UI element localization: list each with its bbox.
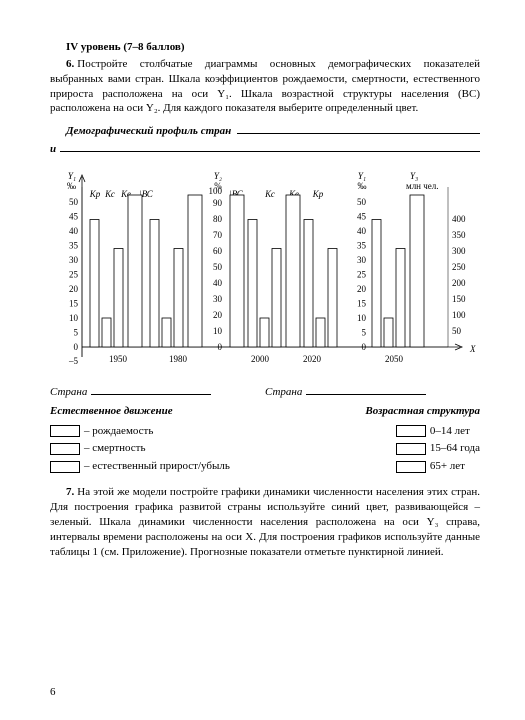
- svg-text:20: 20: [357, 284, 367, 294]
- svg-text:25: 25: [69, 269, 79, 279]
- svg-text:30: 30: [69, 255, 79, 265]
- svg-text:200: 200: [452, 278, 466, 288]
- svg-text:0: 0: [218, 342, 223, 352]
- legend-age3: 65+ лет: [430, 460, 465, 472]
- age-structure-heading: Возрастная структура: [365, 404, 480, 419]
- country-blank-1[interactable]: [91, 385, 211, 395]
- legend-box-death: [50, 443, 80, 455]
- svg-text:1950: 1950: [109, 354, 128, 364]
- svg-text:60: 60: [213, 246, 223, 256]
- svg-text:25: 25: [357, 269, 367, 279]
- svg-text:90: 90: [213, 198, 223, 208]
- legend-box-birth: [50, 425, 80, 437]
- svg-text:Кр: Кр: [312, 189, 324, 199]
- svg-text:млн чел.: млн чел.: [406, 181, 439, 191]
- svg-text:45: 45: [357, 211, 367, 221]
- legend-natural: – естественный прирост/убыль: [84, 460, 230, 472]
- svg-text:5: 5: [74, 327, 79, 337]
- demographic-chart: 0 5 10 15 20 25 30 35 40 45 50 –5 Y₁ ‰ Y…: [50, 167, 480, 377]
- svg-text:35: 35: [69, 240, 79, 250]
- natural-movement-heading: Естественное движение: [50, 404, 365, 419]
- svg-text:Кс: Кс: [264, 189, 275, 199]
- legend-box-age1: [396, 425, 426, 437]
- country-label-1: Страна: [50, 385, 87, 400]
- svg-text:2020: 2020: [303, 354, 322, 364]
- svg-text:20: 20: [213, 310, 223, 320]
- profile-blank-2[interactable]: [60, 142, 480, 152]
- legend-box-age3: [396, 461, 426, 473]
- legend-left: – рождаемость – смертность – естественны…: [50, 421, 230, 478]
- legend-right: 0–14 лет 15–64 года 65+ лет: [396, 421, 480, 478]
- page-number: 6: [50, 685, 56, 700]
- svg-text:Y₁: Y₁: [358, 171, 366, 181]
- svg-text:30: 30: [357, 255, 367, 265]
- svg-text:0: 0: [362, 342, 367, 352]
- profile-blank-1[interactable]: [237, 124, 480, 134]
- svg-text:30: 30: [213, 294, 223, 304]
- svg-text:50: 50: [213, 262, 223, 272]
- svg-text:100: 100: [209, 186, 223, 196]
- svg-text:300: 300: [452, 246, 466, 256]
- level-heading: IV уровень (7–8 баллов): [66, 41, 185, 53]
- svg-text:80: 80: [213, 214, 223, 224]
- and-word: и: [50, 142, 56, 157]
- svg-text:10: 10: [213, 326, 223, 336]
- svg-text:400: 400: [452, 214, 466, 224]
- svg-text:‰: ‰: [67, 181, 76, 191]
- legend-birth: – рождаемость: [84, 425, 153, 437]
- task7-text: На этой же модели постройте графики дина…: [50, 486, 480, 557]
- svg-text:40: 40: [69, 226, 79, 236]
- svg-text:15: 15: [69, 298, 79, 308]
- country-label-2: Страна: [265, 385, 302, 400]
- svg-text:150: 150: [452, 294, 466, 304]
- svg-text:10: 10: [357, 313, 367, 323]
- legend-age1: 0–14 лет: [430, 425, 470, 437]
- svg-text:Кр: Кр: [89, 189, 101, 199]
- svg-text:Y₂: Y₂: [214, 171, 222, 181]
- svg-text:20: 20: [69, 284, 79, 294]
- task6-paragraph: 6.Постройте столбчатые диаграммы основны…: [50, 57, 480, 116]
- svg-text:40: 40: [357, 226, 367, 236]
- svg-text:50: 50: [357, 197, 367, 207]
- task6-text: Постройте столбчатые диаграммы основных …: [50, 58, 480, 115]
- svg-text:Y₃: Y₃: [410, 171, 418, 181]
- svg-text:50: 50: [69, 197, 79, 207]
- svg-text:5: 5: [362, 327, 367, 337]
- svg-text:Кс: Кс: [104, 189, 115, 199]
- legend-death: – смертность: [84, 442, 146, 454]
- svg-text:2000: 2000: [251, 354, 270, 364]
- task7-paragraph: 7.На этой же модели постройте графики ди…: [50, 485, 480, 559]
- svg-text:Y₁: Y₁: [68, 171, 76, 181]
- svg-text:250: 250: [452, 262, 466, 272]
- svg-text:100: 100: [452, 310, 466, 320]
- legend-box-natural: [50, 461, 80, 473]
- svg-text:X: X: [469, 344, 476, 354]
- task7-number: 7.: [66, 486, 74, 498]
- task6-number: 6.: [66, 58, 74, 70]
- legend-age2: 15–64 года: [430, 442, 480, 454]
- svg-text:15: 15: [357, 298, 367, 308]
- svg-text:0: 0: [74, 342, 79, 352]
- svg-text:2050: 2050: [385, 354, 404, 364]
- legend-columns: – рождаемость – смертность – естественны…: [50, 421, 480, 478]
- legend-box-age2: [396, 443, 426, 455]
- svg-text:1980: 1980: [169, 354, 188, 364]
- profile-heading-row: Демографический профиль стран: [50, 124, 480, 139]
- svg-text:50: 50: [452, 326, 462, 336]
- svg-text:40: 40: [213, 278, 223, 288]
- svg-text:‰: ‰: [358, 181, 367, 191]
- profile-heading: Демографический профиль стран: [66, 124, 231, 139]
- svg-text:45: 45: [69, 211, 79, 221]
- svg-text:70: 70: [213, 230, 223, 240]
- profile-heading-row-2: и: [50, 142, 480, 157]
- svg-text:–5: –5: [68, 356, 79, 366]
- svg-text:35: 35: [357, 240, 367, 250]
- svg-text:10: 10: [69, 313, 79, 323]
- country-row: Страна Страна: [50, 385, 480, 400]
- svg-text:350: 350: [452, 230, 466, 240]
- country-blank-2[interactable]: [306, 385, 426, 395]
